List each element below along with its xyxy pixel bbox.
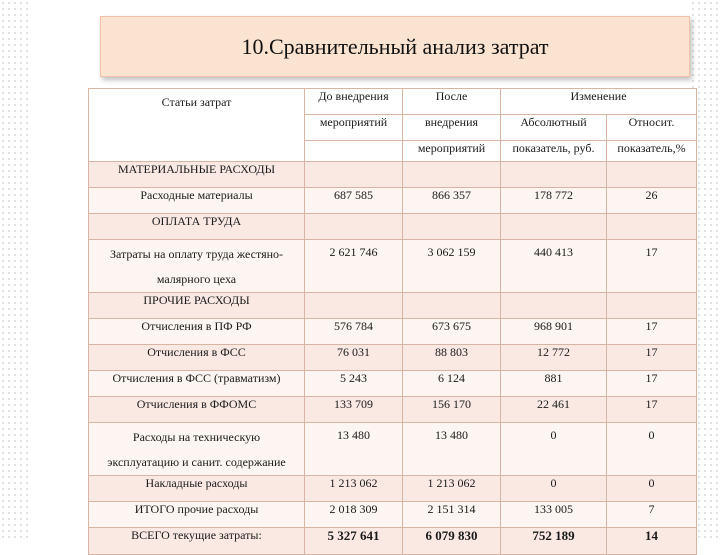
- row-abs: 12 772: [500, 344, 607, 371]
- row-abs: 178 772: [500, 187, 607, 214]
- row-before: 13 480: [304, 422, 403, 476]
- table-row: Отчисления в ФФОМС 133 709 156 170 22 46…: [88, 396, 698, 423]
- slide-title: 10.Сравнительный анализ затрат: [100, 16, 690, 77]
- row-label-line-2: эксплуатацию и санит. содержание: [107, 455, 286, 469]
- header-after-1: После: [402, 88, 501, 115]
- row-abs: 968 901: [500, 318, 607, 345]
- row-label: ВСЕГО текущие затраты:: [88, 527, 305, 555]
- row-abs: 881: [500, 370, 607, 397]
- header-abs-1: Абсолютный: [500, 114, 607, 141]
- section-row: ОПЛАТА ТРУДА: [88, 213, 698, 240]
- row-before: 5 327 641: [304, 527, 403, 555]
- header-rel-1: Относит.: [605, 114, 698, 141]
- header-abs-2: показатель, руб.: [500, 140, 607, 162]
- table-row: Затраты на оплату труда жестяно- малярно…: [88, 239, 698, 293]
- header-row-2: мероприятий внедрения Абсолютный Относит…: [89, 114, 698, 141]
- row-abs: 752 189: [500, 527, 607, 555]
- section-material-label: МАТЕРИАЛЬНЫЕ РАСХОДЫ: [88, 161, 305, 188]
- row-label-line-1: Затраты на оплату труда жестяно-: [109, 247, 283, 261]
- row-label: Затраты на оплату труда жестяно- малярно…: [88, 239, 305, 293]
- table-row: Отчисления в ПФ РФ 576 784 673 675 968 9…: [88, 318, 698, 345]
- row-label: Накладные расходы: [88, 475, 305, 502]
- row-label: Расходы на техническую эксплуатацию и са…: [88, 422, 305, 476]
- row-after: 6 079 830: [402, 527, 501, 555]
- header-change: Изменение: [499, 88, 698, 115]
- header-before-3: [304, 140, 403, 162]
- row-rel: 0: [605, 475, 698, 502]
- row-after: 6 124: [402, 370, 501, 397]
- row-after: 3 062 159: [402, 239, 501, 293]
- header-row-1: Статьи затрат До внедрения После Изменен…: [88, 88, 698, 162]
- row-label-line-2: малярного цеха: [156, 272, 237, 286]
- row-label: Отчисления в ФСС: [88, 344, 305, 371]
- row-rel: 0: [605, 422, 698, 476]
- row-before: 576 784: [304, 318, 403, 345]
- slide-title-text: 10.Сравнительный анализ затрат: [241, 33, 549, 59]
- header-after-2: внедрения: [402, 114, 501, 141]
- cost-comparison-table: Статьи затрат До внедрения После Изменен…: [88, 88, 698, 555]
- row-before: 2 621 746: [304, 239, 403, 293]
- header-before-2: мероприятий: [304, 114, 403, 141]
- table-row-total: ВСЕГО текущие затраты: 5 327 641 6 079 8…: [88, 527, 698, 555]
- row-abs: 440 413: [500, 239, 607, 293]
- row-label: Отчисления в ФСС (травматизм): [88, 370, 305, 397]
- row-after: 1 213 062: [402, 475, 501, 502]
- row-after: 866 357: [402, 187, 501, 214]
- section-row: МАТЕРИАЛЬНЫЕ РАСХОДЫ: [88, 161, 698, 188]
- row-label: Отчисления в ФФОМС: [88, 396, 305, 423]
- row-after: 88 803: [402, 344, 501, 371]
- header-rel-2: показатель,%: [605, 140, 698, 162]
- row-rel: 17: [605, 344, 698, 371]
- row-label: Расходные материалы: [88, 187, 305, 214]
- table-row: Расходы на техническую эксплуатацию и са…: [88, 422, 698, 476]
- row-after: 13 480: [402, 422, 501, 476]
- header-before-1: До внедрения: [304, 88, 403, 115]
- row-before: 133 709: [304, 396, 403, 423]
- row-label-line-1: Расходы на техническую: [132, 430, 261, 444]
- header-item: Статьи затрат: [88, 88, 305, 162]
- row-after: 156 170: [402, 396, 501, 423]
- table-row: Расходные материалы 687 585 866 357 178 …: [88, 187, 698, 214]
- header-after-3: мероприятий: [402, 140, 501, 162]
- row-abs: 0: [500, 422, 607, 476]
- row-before: 1 213 062: [304, 475, 403, 502]
- row-rel: 7: [605, 501, 698, 528]
- row-before: 687 585: [304, 187, 403, 214]
- table-row: Накладные расходы 1 213 062 1 213 062 0 …: [88, 475, 698, 502]
- row-rel: 17: [605, 239, 698, 293]
- row-after: 2 151 314: [402, 501, 501, 528]
- row-before: 76 031: [304, 344, 403, 371]
- row-before: 2 018 309: [304, 501, 403, 528]
- row-abs: 133 005: [500, 501, 607, 528]
- row-label: Отчисления в ПФ РФ: [88, 318, 305, 345]
- row-after: 673 675: [402, 318, 501, 345]
- row-rel: 17: [605, 396, 698, 423]
- row-before: 5 243: [304, 370, 403, 397]
- table-row: ИТОГО прочие расходы 2 018 309 2 151 314…: [88, 501, 698, 528]
- row-abs: 22 461: [500, 396, 607, 423]
- section-row: ПРОЧИЕ РАСХОДЫ: [88, 292, 698, 319]
- section-labor-label: ОПЛАТА ТРУДА: [88, 213, 305, 240]
- table-row: Отчисления в ФСС 76 031 88 803 12 772 17: [88, 344, 698, 371]
- table-row: Отчисления в ФСС (травматизм) 5 243 6 12…: [88, 370, 698, 397]
- row-rel: 14: [605, 527, 698, 555]
- header-row-3: мероприятий показатель, руб. показатель,…: [89, 140, 698, 162]
- section-other-label: ПРОЧИЕ РАСХОДЫ: [88, 292, 305, 319]
- row-rel: 17: [605, 318, 698, 345]
- row-rel: 17: [605, 370, 698, 397]
- row-label: ИТОГО прочие расходы: [88, 501, 305, 528]
- row-abs: 0: [500, 475, 607, 502]
- row-rel: 26: [605, 187, 698, 214]
